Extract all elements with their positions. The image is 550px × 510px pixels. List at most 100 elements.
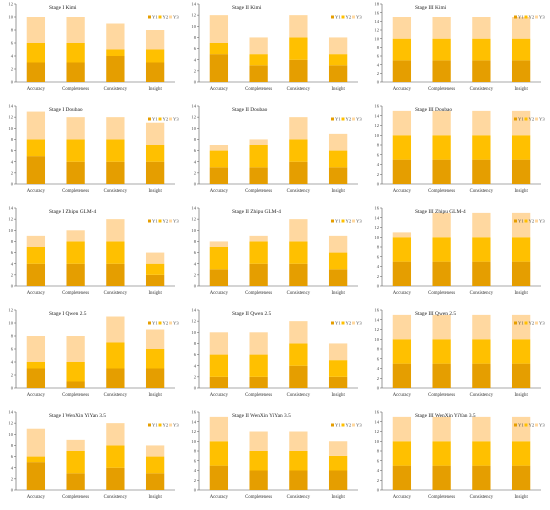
y-tick-label: 6 [11, 347, 14, 352]
bar-segment-y3 [249, 37, 268, 55]
y-tick-label: 14 [191, 419, 196, 424]
y-tick-label: 8 [194, 137, 197, 142]
legend-swatch [524, 219, 528, 223]
y-tick-label: 0 [377, 284, 380, 289]
bar-segment-y2 [432, 339, 451, 364]
bar-segment-y2 [289, 451, 308, 471]
legend-swatch [331, 321, 334, 325]
x-tick-label: Insight [331, 189, 345, 194]
y-tick-label: 10 [374, 337, 379, 342]
bar-segment-y3 [145, 329, 165, 349]
chart-panel: 0 2 4 6 8 10 12 14 16 Accuracy Completeness Consist… [366, 102, 549, 204]
bar-segment-y1 [209, 167, 229, 184]
bar-segment-y1 [328, 167, 348, 184]
bar-segment-y3 [66, 336, 85, 362]
y-tick-label: 0 [11, 386, 14, 391]
y-tick-label: 8 [194, 35, 197, 40]
x-tick-label: Consistency [470, 393, 494, 398]
bar-segment-y1 [289, 470, 308, 490]
bar-segment-y2 [145, 349, 165, 369]
bar-segment-y3 [66, 230, 85, 242]
y-tick-label: 10 [191, 439, 196, 444]
x-tick-label: Completeness [428, 393, 455, 398]
bar-segment-y1 [289, 263, 308, 286]
bar-segment-y2 [249, 451, 268, 471]
chart-panel: 0 2 4 6 8 10 12 Accuracy Completeness Consistency… [0, 0, 183, 102]
y-tick-label: 8 [11, 239, 14, 244]
bar-segment-y1 [26, 156, 46, 184]
x-tick-label: Consistency [104, 291, 128, 296]
bar-segment-y1 [432, 465, 451, 491]
x-tick-label: Insight [331, 87, 345, 92]
x-tick-label: Insight [514, 87, 528, 92]
bar-segment-y2 [249, 354, 268, 377]
bar-segment-y2 [328, 455, 348, 471]
bar-segment-y2 [472, 441, 491, 466]
y-tick-label: 4 [377, 366, 380, 371]
y-tick-label: 12 [191, 13, 196, 18]
bar-segment-y3 [26, 235, 46, 247]
bar-segment-y2 [106, 49, 125, 56]
legend-swatch [352, 15, 355, 19]
y-tick-label: 10 [8, 126, 13, 131]
y-tick-label: 14 [191, 104, 196, 109]
x-tick-label: Completeness [62, 393, 89, 398]
legend-label: Y2 [529, 422, 535, 427]
bar-segment-y3 [432, 416, 451, 442]
bar-segment-y2 [392, 237, 412, 262]
legend-swatch [514, 219, 517, 223]
bar-segment-y1 [249, 167, 268, 184]
bar-segment-y2 [26, 456, 46, 463]
x-tick-label: Accuracy [27, 87, 46, 92]
y-tick-label: 2 [377, 71, 380, 76]
bar-segment-y3 [328, 133, 348, 151]
x-tick-label: Consistency [287, 291, 311, 296]
y-tick-label: 10 [191, 228, 196, 233]
bar-segment-y2 [66, 43, 85, 63]
bar-segment-y3 [145, 30, 165, 50]
y-tick-label: 6 [194, 458, 197, 463]
y-tick-label: 6 [377, 356, 380, 361]
bar-segment-y2 [328, 150, 348, 168]
y-tick-label: 10 [191, 330, 196, 335]
bar-segment-y3 [392, 232, 412, 238]
x-tick-label: Consistency [470, 291, 494, 296]
bar-segment-y2 [472, 237, 491, 262]
bar-segment-y3 [66, 439, 85, 451]
bar-segment-y1 [249, 263, 268, 286]
x-tick-label: Insight [514, 393, 528, 398]
x-tick-label: Accuracy [27, 393, 46, 398]
bar-segment-y1 [328, 269, 348, 286]
y-tick-label: 8 [194, 449, 197, 454]
chart-title: Stage III Doubao [415, 107, 452, 113]
bar-segment-y3 [328, 441, 348, 456]
y-tick-label: 6 [377, 152, 380, 157]
legend-label: Y3 [173, 116, 179, 121]
bar-segment-y2 [432, 38, 451, 61]
legend-swatch [352, 423, 355, 427]
bar-segment-y2 [432, 237, 451, 262]
bar-segment-y1 [289, 365, 308, 388]
y-tick-label: 2 [377, 274, 380, 279]
bar-segment-y3 [145, 122, 165, 145]
legend-label: Y1 [335, 422, 341, 427]
bar-segment-y1 [26, 263, 46, 286]
bar-segment-y3 [289, 117, 308, 140]
bar-segment-y1 [66, 161, 85, 184]
x-tick-label: Insight [514, 291, 528, 296]
y-tick-label: 0 [194, 182, 197, 187]
bar-segment-y3 [249, 235, 268, 242]
y-tick-label: 0 [194, 284, 197, 289]
bar-segment-y1 [66, 473, 85, 490]
bar-segment-y1 [392, 159, 412, 185]
bar-segment-y1 [392, 465, 412, 491]
bar-segment-y1 [511, 465, 531, 491]
legend-label: Y1 [518, 116, 524, 121]
bar-segment-y1 [209, 269, 229, 286]
y-tick-label: 2 [11, 170, 14, 175]
bar-segment-y3 [289, 219, 308, 242]
chart-title: Stage I WenXin YiYan 3.5 [49, 413, 106, 419]
legend-label: Y2 [163, 218, 169, 223]
bar-segment-y2 [66, 241, 85, 264]
bar-segment-y2 [106, 241, 125, 264]
